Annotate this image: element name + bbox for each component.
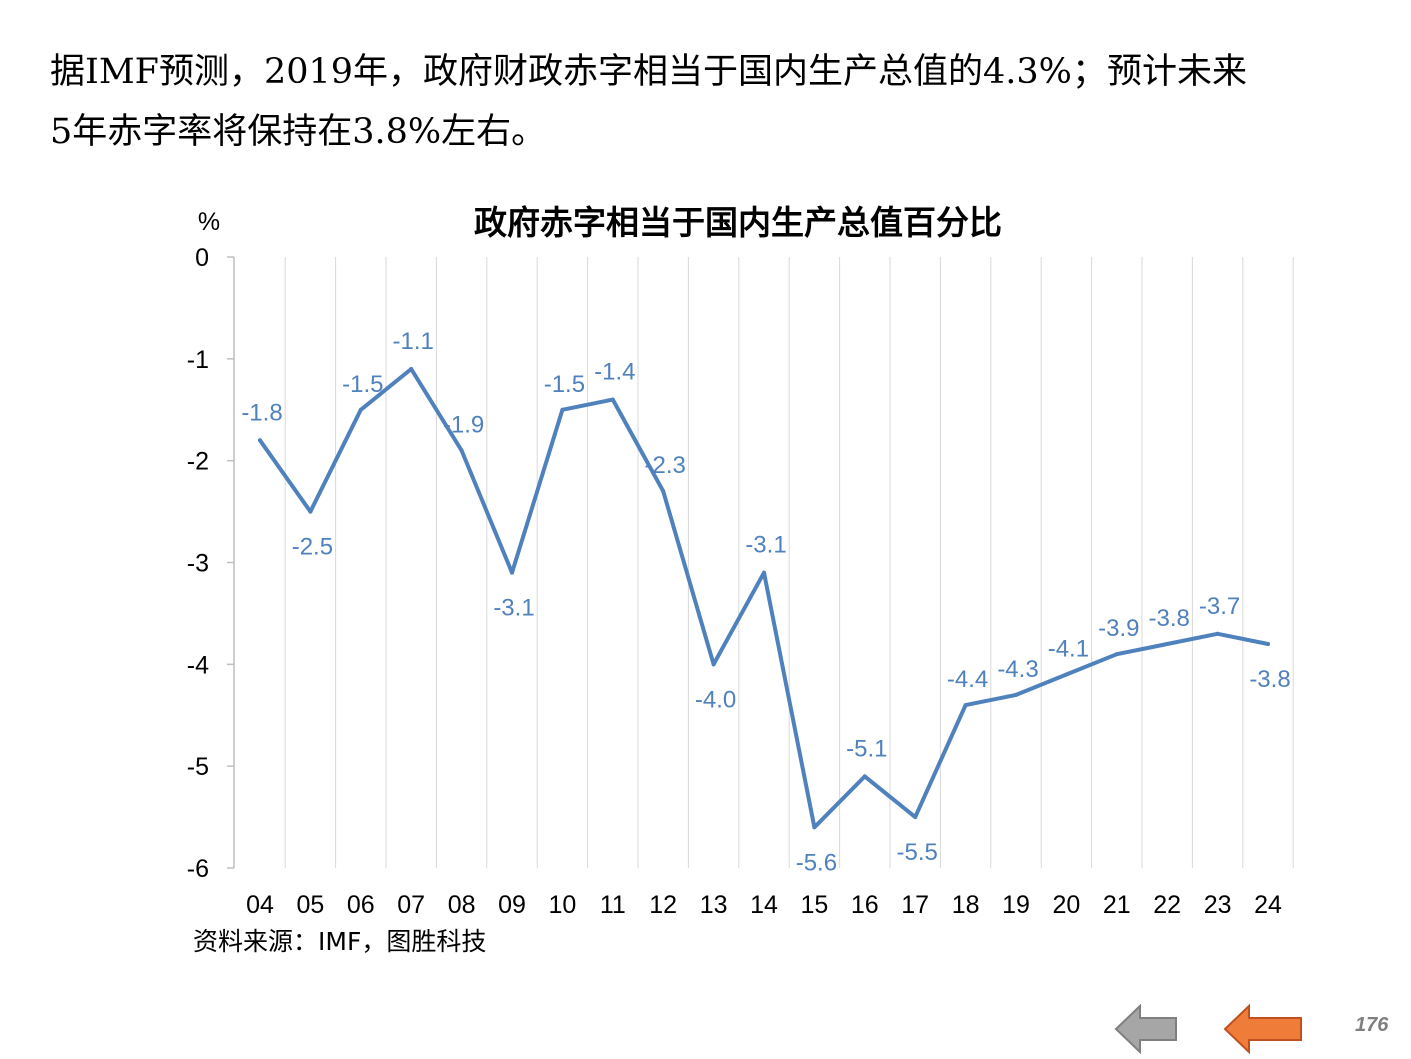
data-point <box>963 703 968 708</box>
data-label: -3.1 <box>493 595 534 622</box>
x-tick-label: 11 <box>600 891 626 919</box>
intro-text: 据IMF预测，2019年，政府财政赤字相当于国内生产总值的4.3%；预计未来 5… <box>50 42 1370 162</box>
x-tick-label: 22 <box>1153 891 1181 919</box>
y-tick-label: -3 <box>187 550 209 578</box>
data-point <box>862 774 867 779</box>
data-label: -1.9 <box>443 411 484 438</box>
intro-line-2: 5年赤字率将保持在3.8%左右。 <box>50 112 547 152</box>
x-tick-label: 14 <box>750 891 778 919</box>
left-arrow-icon <box>1114 1003 1177 1055</box>
data-point <box>358 407 363 412</box>
data-point <box>762 570 766 575</box>
data-label: -2.5 <box>292 534 333 561</box>
y-tick-label: -5 <box>187 753 209 781</box>
x-tick-label: 13 <box>700 891 728 919</box>
x-tick-label: 07 <box>397 891 425 919</box>
data-label: -4.0 <box>695 686 736 713</box>
x-tick-label: 20 <box>1052 891 1080 919</box>
x-tick-label: 19 <box>1002 891 1030 919</box>
data-label: -2.3 <box>645 452 686 479</box>
intro-line-1: 据IMF预测，2019年，政府财政赤字相当于国内生产总值的4.3%；预计未来 <box>50 52 1247 92</box>
data-point <box>1165 641 1170 646</box>
x-tick-label: 21 <box>1103 891 1131 919</box>
y-tick-label: -6 <box>187 855 209 883</box>
x-tick-label: 12 <box>649 891 677 919</box>
x-tick-label: 06 <box>347 891 375 919</box>
data-point <box>510 570 514 575</box>
y-tick-label: 0 <box>195 244 209 272</box>
y-tick-label: -2 <box>187 448 209 476</box>
data-label: -1.5 <box>544 371 585 398</box>
data-point <box>1014 692 1018 697</box>
data-label: -5.1 <box>846 735 887 762</box>
x-tick-label: 08 <box>448 891 476 919</box>
x-tick-label: 16 <box>851 891 879 919</box>
data-point <box>1114 652 1119 657</box>
y-axis-unit-label: % <box>198 208 220 236</box>
data-point <box>308 509 313 514</box>
data-point <box>913 815 918 820</box>
data-label: -4.1 <box>1048 636 1089 663</box>
x-tick-label: 18 <box>952 891 980 919</box>
x-tick-label: 04 <box>246 891 274 919</box>
data-point <box>409 367 414 372</box>
data-label: -3.7 <box>1199 593 1240 620</box>
data-point <box>1215 631 1220 636</box>
data-label: -3.9 <box>1098 615 1139 642</box>
data-label: -3.8 <box>1249 666 1290 693</box>
data-label: -1.4 <box>594 359 635 386</box>
data-point <box>610 397 615 402</box>
series-layer <box>258 367 1270 830</box>
data-label-layer: -1.8 -2.5 -1.5 -1.1 -1.9 -3.1 -1.5 -1.4 -2.3 -4.0… <box>241 328 1290 876</box>
chart-title: 政府赤字相当于国内生产总值百分比 <box>474 203 1002 242</box>
data-label: -3.8 <box>1149 605 1190 632</box>
y-tick-label: -4 <box>187 651 209 679</box>
next-page-button[interactable] <box>1223 1003 1305 1059</box>
axis-layer: 0 -1 -2 -3 -4 -5 -6 04 05 06 07 08 09 10 11 12 13 14 15 16 1… <box>187 244 1282 919</box>
series-line <box>258 367 1270 830</box>
left-arrow-icon <box>1223 1003 1302 1055</box>
page-number: 176 <box>1355 1014 1389 1036</box>
data-point <box>560 407 565 412</box>
data-label: -4.4 <box>947 666 988 693</box>
x-tick-label: 09 <box>498 891 526 919</box>
x-tick-label: 05 <box>296 891 324 919</box>
data-point <box>711 662 716 667</box>
data-label: -3.1 <box>745 532 786 559</box>
data-label: -4.3 <box>997 656 1038 683</box>
data-label: -1.1 <box>393 328 434 355</box>
y-tick-label: -1 <box>187 346 209 374</box>
grid-layer <box>284 257 1294 868</box>
data-point <box>1266 641 1270 646</box>
x-tick-label: 23 <box>1204 891 1232 919</box>
data-point <box>661 489 666 494</box>
data-point <box>1064 672 1069 677</box>
source-note: 资料来源：IMF，图胜科技 <box>193 927 487 956</box>
data-label: -1.8 <box>241 399 282 426</box>
x-tick-label: 24 <box>1254 891 1282 919</box>
data-point <box>812 825 817 830</box>
data-point <box>258 438 262 443</box>
x-tick-label: 17 <box>901 891 929 919</box>
data-label: -5.5 <box>897 839 938 866</box>
previous-page-button[interactable] <box>1114 1003 1180 1059</box>
data-label: -5.6 <box>796 849 837 876</box>
x-tick-label: 15 <box>800 891 828 919</box>
data-label: -1.5 <box>342 371 383 398</box>
x-tick-label: 10 <box>548 891 576 919</box>
data-point <box>459 448 464 453</box>
